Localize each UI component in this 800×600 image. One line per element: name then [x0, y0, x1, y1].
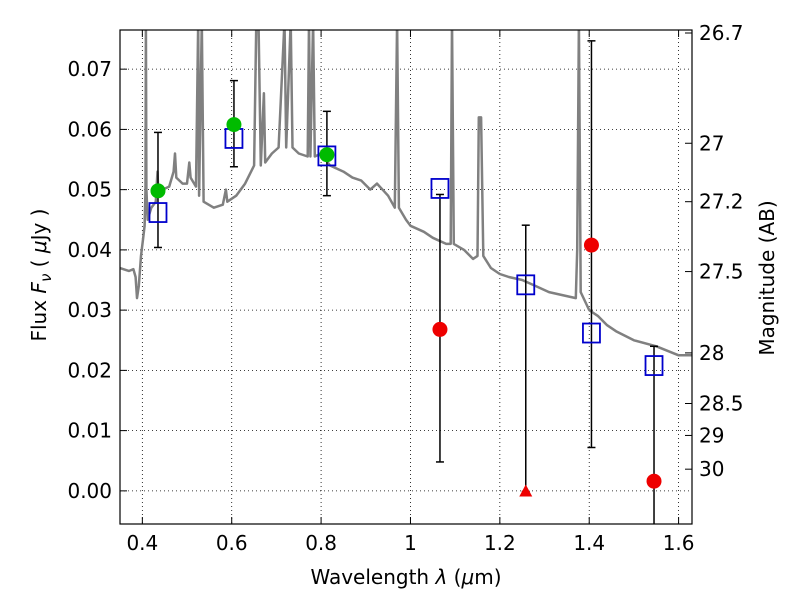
observed-flux-point: [583, 237, 599, 253]
y-tick-label: 0.05: [67, 178, 112, 202]
y-axis-right-label: Magnitude (AB): [755, 200, 779, 355]
observed-flux-point: [646, 473, 662, 489]
y-tick-label: 0.07: [67, 57, 112, 81]
x-tick-label: 0.8: [305, 531, 337, 555]
right-tick-label: 30: [699, 457, 724, 481]
right-tick-label: 27: [699, 131, 724, 155]
x-tick-label: 0.4: [126, 531, 158, 555]
plot-frame: [119, 29, 693, 525]
y-tick-label: 0.02: [67, 358, 112, 382]
right-tick-label: 28.5: [699, 392, 744, 416]
upper-limit-marker: [519, 484, 533, 497]
model-flux-square: [582, 322, 601, 344]
observed-flux-point: [226, 117, 242, 133]
model-flux-square: [516, 274, 536, 296]
y-tick-label: 0.01: [67, 419, 112, 443]
x-tick-label: 1.4: [573, 531, 605, 555]
x-tick-label: 1: [404, 531, 417, 555]
right-tick-label: 27.5: [699, 260, 744, 284]
right-tick-label: 26.7: [699, 21, 744, 45]
x-axis-label: Wavelength λ (μm): [310, 565, 501, 589]
model-flux-square: [430, 178, 450, 199]
model-flux-square: [317, 145, 337, 167]
x-tick-label: 1.2: [484, 531, 516, 555]
axes: 0.4 0.6 0.8 1 1.2 1.4 1.6 0.00 0.01 0.02 0.03 0.04 0…: [67, 21, 743, 555]
y-axis-label: Flux Fν ( μJy ): [27, 208, 55, 341]
right-tick-label: 27.2: [699, 190, 744, 214]
y-tick-label: 0.00: [67, 479, 112, 503]
observed-flux-point: [432, 321, 448, 337]
observed-flux-point: [319, 147, 335, 163]
model-flux-square: [644, 355, 664, 376]
right-tick-label: 28: [699, 341, 724, 365]
x-tick-label: 1.6: [663, 531, 695, 555]
model-flux-square: [148, 202, 168, 223]
x-tick-label: 0.6: [216, 531, 248, 555]
y-tick-label: 0.06: [67, 117, 112, 141]
plot-area: [120, 30, 692, 524]
observed-flux-point: [150, 183, 166, 199]
y-tick-label: 0.03: [67, 298, 112, 322]
plot-background: [120, 30, 692, 524]
right-tick-label: 29: [699, 423, 724, 447]
y-tick-label: 0.04: [67, 238, 112, 262]
